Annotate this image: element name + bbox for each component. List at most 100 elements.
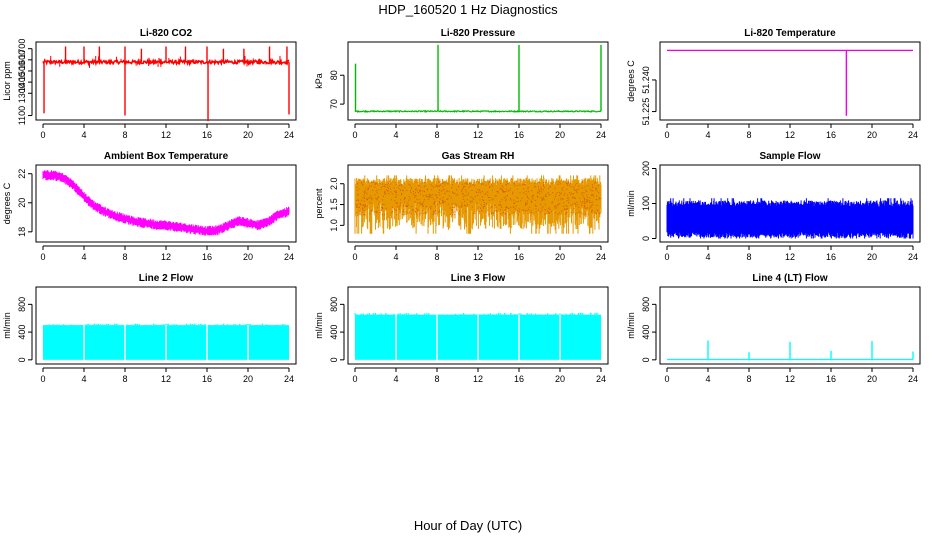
x-tick-label: 0 <box>664 374 669 384</box>
x-tick-label: 24 <box>596 130 606 140</box>
series-band <box>354 175 602 234</box>
panel-line-4-lt-flow: Line 4 (LT) Flow 0 4 8 12 16 20 24 0 400 800 ml/min <box>626 273 921 384</box>
x-tick-label: 20 <box>243 252 253 262</box>
x-tick-label: 8 <box>122 252 127 262</box>
panel-title: Sample Flow <box>759 151 820 162</box>
y-tick-label: 1.0 <box>329 219 339 232</box>
series-texture <box>355 181 602 216</box>
y-tick-label: 100 <box>641 196 651 211</box>
panel-line-2-flow: Line 2 Flow 0 4 8 12 16 20 24 0 400 800 ml/min <box>2 273 297 384</box>
panel-title: Li-820 CO2 <box>140 28 193 39</box>
x-tick-label: 16 <box>202 252 212 262</box>
plot-frame <box>659 164 921 243</box>
x-tick-label: 8 <box>746 374 751 384</box>
y-axis-label: degrees C <box>2 182 12 224</box>
y-axis-label: ml/min <box>2 312 12 339</box>
x-tick-label: 16 <box>826 252 836 262</box>
x-tick-label: 16 <box>202 130 212 140</box>
y-tick-label: 22 <box>17 169 27 179</box>
x-tick-label: 8 <box>122 130 127 140</box>
x-tick-label: 0 <box>664 252 669 262</box>
x-tick-label: 24 <box>908 252 918 262</box>
y-axis-label: ml/min <box>626 190 636 217</box>
x-tick-label: 16 <box>514 252 524 262</box>
x-tick-label: 0 <box>40 252 45 262</box>
y-tick-label: 800 <box>641 297 651 312</box>
panel-li-820-pressure: Li-820 Pressure 0 4 8 12 16 20 24 70 80 kPa <box>314 28 609 140</box>
x-tick-label: 24 <box>908 130 918 140</box>
x-tick-label: 8 <box>434 130 439 140</box>
x-tick-label: 16 <box>514 130 524 140</box>
plot-frame <box>35 286 297 365</box>
x-tick-label: 24 <box>284 374 294 384</box>
x-tick-label: 12 <box>785 252 795 262</box>
panel-li-820-co2: Li-820 CO2 0 4 8 12 16 20 24 1100 130014001500160… <box>2 28 297 140</box>
x-tick-label: 20 <box>555 374 565 384</box>
panel-ambient-box-temperature: Ambient Box Temperature 0 4 8 12 16 20 24 18 20 22… <box>2 151 297 262</box>
x-tick-label: 0 <box>352 130 357 140</box>
x-tick-label: 0 <box>352 374 357 384</box>
x-tick-label: 12 <box>161 374 171 384</box>
x-tick-label: 20 <box>243 130 253 140</box>
x-tick-label: 24 <box>596 374 606 384</box>
y-axis-label: percent <box>314 188 324 219</box>
y-tick-label: 400 <box>641 325 651 340</box>
y-axis-label: ml/min <box>626 312 636 339</box>
x-tick-label: 12 <box>473 130 483 140</box>
y-axis-label: kPa <box>314 73 324 89</box>
x-tick-label: 20 <box>243 374 253 384</box>
y-tick-label: 0 <box>641 236 651 241</box>
x-tick-label: 4 <box>81 374 86 384</box>
x-tick-label: 4 <box>393 374 398 384</box>
x-tick-label: 4 <box>705 130 710 140</box>
x-tick-label: 4 <box>705 374 710 384</box>
x-tick-label: 4 <box>393 130 398 140</box>
plot-frame <box>659 286 921 365</box>
x-tick-label: 8 <box>746 130 751 140</box>
panel-gas-stream-rh: Gas Stream RH 0 4 8 12 16 20 24 1.0 1.5 2.0 percent <box>314 151 609 262</box>
figure-title: HDP_160520 1 Hz Diagnostics <box>378 2 558 17</box>
y-tick-label: 400 <box>17 325 27 340</box>
panel-line-3-flow: Line 3 Flow 0 4 8 12 16 20 24 0 400 800 ml/min <box>314 273 609 384</box>
y-tick-label: 51.225 <box>641 98 651 126</box>
x-tick-label: 16 <box>826 130 836 140</box>
y-axis-label: Licor ppm <box>2 61 12 101</box>
x-tick-label: 20 <box>867 374 877 384</box>
y-tick-label: 200 <box>641 161 651 176</box>
x-tick-label: 16 <box>202 374 212 384</box>
y-tick-label: 1400 <box>17 72 27 92</box>
panel-sample-flow: Sample Flow 0 4 8 12 16 20 24 0 100 200 ml/min <box>626 151 921 262</box>
x-tick-label: 8 <box>122 374 127 384</box>
plot-frame <box>35 41 297 121</box>
x-tick-label: 24 <box>284 130 294 140</box>
panel-title: Li-820 Pressure <box>441 28 516 39</box>
x-tick-label: 4 <box>393 252 398 262</box>
x-tick-label: 20 <box>867 252 877 262</box>
x-tick-label: 0 <box>40 130 45 140</box>
y-tick-label: 400 <box>329 325 339 340</box>
x-tick-label: 16 <box>826 374 836 384</box>
y-tick-label: 1100 <box>17 106 27 125</box>
y-axis-label: ml/min <box>314 312 324 339</box>
y-tick-label: 20 <box>17 198 27 208</box>
y-tick-label: 1300 <box>17 83 27 103</box>
y-tick-label: 1700 <box>17 39 27 59</box>
y-tick-label: 51.240 <box>641 66 651 94</box>
y-tick-label: 18 <box>17 227 27 237</box>
x-tick-label: 8 <box>746 252 751 262</box>
x-tick-label: 0 <box>40 374 45 384</box>
panel-title: Li-820 Temperature <box>744 28 836 39</box>
panel-title: Line 2 Flow <box>139 273 194 284</box>
y-tick-label: 80 <box>329 70 339 80</box>
y-tick-label: 0 <box>17 357 27 362</box>
figure-x-axis-label: Hour of Day (UTC) <box>413 518 523 533</box>
panel-title: Gas Stream RH <box>442 151 515 162</box>
x-tick-label: 0 <box>352 252 357 262</box>
y-tick-label: 2.0 <box>329 177 339 190</box>
x-tick-label: 24 <box>908 374 918 384</box>
panel-title: Line 4 (LT) Flow <box>752 273 828 284</box>
series-band <box>42 170 290 236</box>
y-tick-label: 70 <box>329 99 339 109</box>
x-tick-label: 16 <box>514 374 524 384</box>
